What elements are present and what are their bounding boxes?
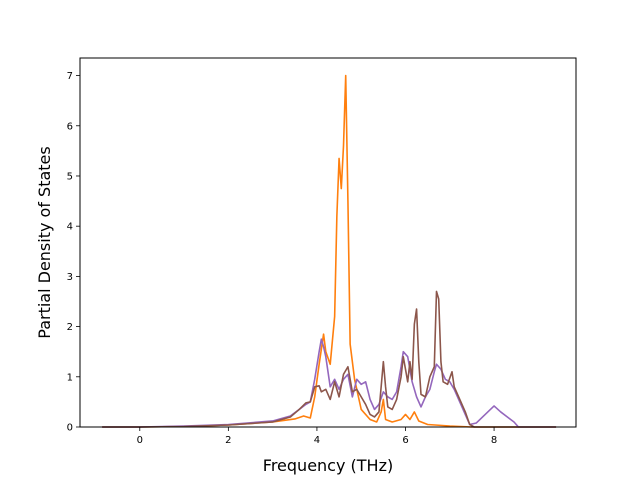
x-tick-label: 2 xyxy=(225,435,231,446)
y-tick-label: 4 xyxy=(67,222,73,233)
series-line-3 xyxy=(102,290,557,428)
x-tick-label: 8 xyxy=(491,435,497,446)
ticks-layer: 0 2 4 6 8 0 1 2 3 4 5 6 7 xyxy=(67,71,498,446)
x-tick-label: 0 xyxy=(137,435,143,446)
y-tick-label: 3 xyxy=(67,272,73,283)
x-tick-label: 4 xyxy=(314,435,320,446)
y-tick-label: 0 xyxy=(67,423,73,434)
y-tick-label: 6 xyxy=(67,121,73,132)
plot-frame xyxy=(79,57,577,428)
series-line-2 xyxy=(102,338,557,428)
y-axis-label: Partial Density of States xyxy=(35,146,54,338)
y-tick-label: 7 xyxy=(67,71,73,82)
series-line-1 xyxy=(102,74,557,428)
y-tick-label: 5 xyxy=(67,171,73,182)
plot-background xyxy=(80,58,576,427)
y-tick-label: 1 xyxy=(67,372,73,383)
x-tick-label: 6 xyxy=(402,435,408,446)
x-axis-label: Frequency (THz) xyxy=(263,456,393,475)
series-layer xyxy=(102,74,557,428)
y-tick-label: 2 xyxy=(67,322,73,333)
